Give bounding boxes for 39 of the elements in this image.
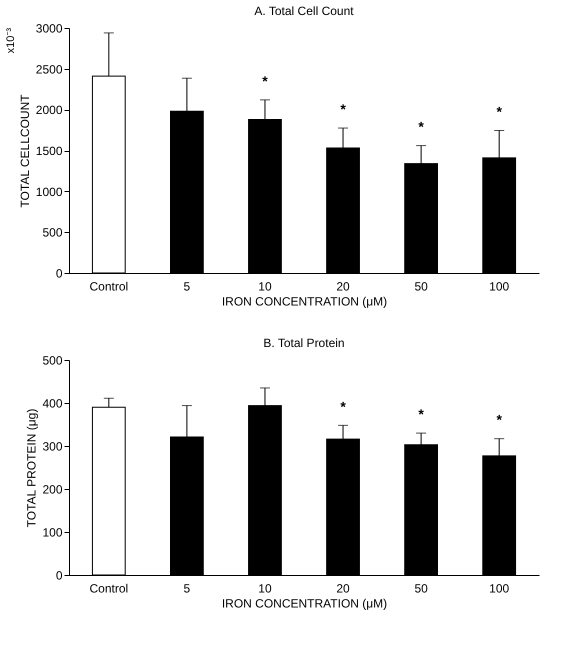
annotation: * <box>340 101 346 118</box>
text: x10⁻³ <box>5 28 17 54</box>
chart-title: B. Total Protein <box>263 336 345 350</box>
y-tick-label: 2500 <box>36 62 63 76</box>
x-tick-label: 50 <box>414 280 428 294</box>
annotation: * <box>340 398 346 414</box>
annotation: * <box>496 103 502 120</box>
y-tick-label: 0 <box>56 266 63 280</box>
y-tick-label: 100 <box>42 526 63 540</box>
y-tick-label: 200 <box>42 482 63 496</box>
y-axis-title: TOTAL PROTEIN (μg) <box>24 408 38 528</box>
x-tick-label: 50 <box>414 582 428 596</box>
y-tick-label: 1500 <box>36 144 63 158</box>
x-tick-label: 100 <box>489 582 510 596</box>
annotation: * <box>418 118 424 135</box>
y-tick-label: 400 <box>42 396 63 410</box>
x-tick-label: 5 <box>184 280 191 294</box>
y-tick-label: 0 <box>56 568 63 582</box>
y-axis-title: TOTAL CELLCOUNT <box>18 94 32 208</box>
y-tick-label: 3000 <box>36 22 63 36</box>
y-tick-label: 500 <box>42 226 63 240</box>
x-tick-label: 10 <box>258 582 272 596</box>
y-tick-label: 500 <box>42 354 63 368</box>
x-tick-label: Control <box>89 280 128 294</box>
chart-title: A. Total Cell Count <box>254 4 354 18</box>
y-tick-label: 300 <box>42 440 63 454</box>
x-tick-label: 20 <box>336 280 350 294</box>
annotation: * <box>496 412 502 428</box>
x-tick-label: 100 <box>489 280 510 294</box>
x-tick-label: 20 <box>336 582 350 596</box>
y-tick-label: 2000 <box>36 103 63 118</box>
y-tick-label: 1000 <box>36 184 63 199</box>
annotation: * <box>262 72 268 89</box>
x-axis-title: IRON CONCENTRATION (μM) <box>222 596 388 610</box>
annotation: * <box>418 406 424 422</box>
x-tick-label: Control <box>89 582 128 596</box>
x-tick-label: 5 <box>184 582 191 596</box>
x-axis-title: IRON CONCENTRATION (μM) <box>222 294 388 308</box>
x-tick-label: 10 <box>258 280 272 294</box>
